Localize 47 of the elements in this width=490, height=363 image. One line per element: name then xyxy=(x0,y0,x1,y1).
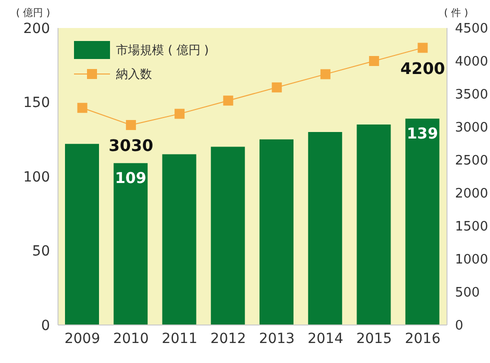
bar xyxy=(260,139,294,325)
x-tick-label: 2013 xyxy=(258,330,295,347)
y2-tick-label: 3000 xyxy=(455,120,488,136)
x-tick-label: 2011 xyxy=(162,330,198,347)
point xyxy=(126,120,136,130)
bar xyxy=(405,118,440,325)
point xyxy=(223,96,234,106)
x-tick-label: 2010 xyxy=(113,330,149,347)
point xyxy=(272,82,282,92)
legend-label: 納入数 xyxy=(116,66,152,82)
y2-tick-label: 500 xyxy=(455,286,480,301)
point xyxy=(77,102,88,113)
y2-tick-label: 1000 xyxy=(455,252,488,268)
point xyxy=(369,56,380,66)
y-tick-label: 100 xyxy=(23,169,50,186)
x-tick-label: 2012 xyxy=(210,330,246,347)
bar xyxy=(356,124,391,325)
y2-tick-label: 1500 xyxy=(455,220,488,235)
x-tick-label: 2015 xyxy=(356,330,392,347)
point xyxy=(320,69,330,80)
point xyxy=(174,108,185,119)
y2-axis-title: ( 件 ) xyxy=(444,7,468,20)
y2-tick-label: 2000 xyxy=(455,186,488,202)
bar xyxy=(308,132,342,325)
y-tick-label: 200 xyxy=(23,20,50,37)
y-tick-label: 0 xyxy=(41,318,50,334)
x-tick-label: 2014 xyxy=(308,330,344,347)
x-tick-label: 2016 xyxy=(404,330,441,347)
bar xyxy=(114,163,148,325)
y2-tick-label: 3500 xyxy=(455,88,488,103)
data-label: 3030 xyxy=(108,136,154,156)
y2-tick-label: 0 xyxy=(455,318,464,334)
y2-tick-label: 4000 xyxy=(455,54,488,70)
bar xyxy=(210,146,245,325)
bar xyxy=(65,144,99,325)
x-tick-label: 2009 xyxy=(64,330,100,347)
data-label: 109 xyxy=(114,169,146,188)
y-axis-title: ( 億円 ) xyxy=(16,6,50,20)
y2-tick-label: 4500 xyxy=(455,22,488,37)
legend-label: 市場規模 ( 億円 ) xyxy=(116,42,209,58)
y-tick-label: 50 xyxy=(32,244,50,260)
bar xyxy=(162,154,196,325)
y2-tick-label: 2500 xyxy=(455,154,488,169)
y-tick-label: 150 xyxy=(23,95,50,112)
data-label: 139 xyxy=(406,124,438,143)
data-label: 4200 xyxy=(400,58,445,78)
point xyxy=(418,42,428,53)
